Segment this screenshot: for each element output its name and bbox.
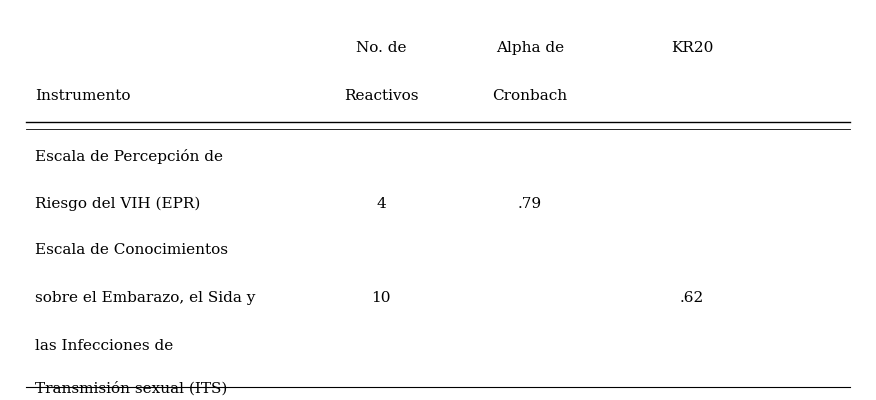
Text: sobre el Embarazo, el Sida y: sobre el Embarazo, el Sida y — [35, 291, 256, 305]
Text: KR20: KR20 — [671, 41, 713, 55]
Text: Riesgo del VIH (EPR): Riesgo del VIH (EPR) — [35, 197, 201, 211]
Text: Instrumento: Instrumento — [35, 89, 131, 103]
Text: 4: 4 — [376, 197, 386, 211]
Text: Cronbach: Cronbach — [492, 89, 568, 103]
Text: .79: .79 — [518, 197, 542, 211]
Text: Escala de Percepción de: Escala de Percepción de — [35, 148, 223, 164]
Text: Transmisión sexual (ITS): Transmisión sexual (ITS) — [35, 381, 228, 395]
Text: las Infecciones de: las Infecciones de — [35, 339, 173, 353]
Text: .62: .62 — [680, 291, 704, 305]
Text: Escala de Conocimientos: Escala de Conocimientos — [35, 243, 228, 257]
Text: 10: 10 — [371, 291, 391, 305]
Text: Reactivos: Reactivos — [343, 89, 419, 103]
Text: No. de: No. de — [356, 41, 406, 55]
Text: Alpha de: Alpha de — [496, 41, 564, 55]
